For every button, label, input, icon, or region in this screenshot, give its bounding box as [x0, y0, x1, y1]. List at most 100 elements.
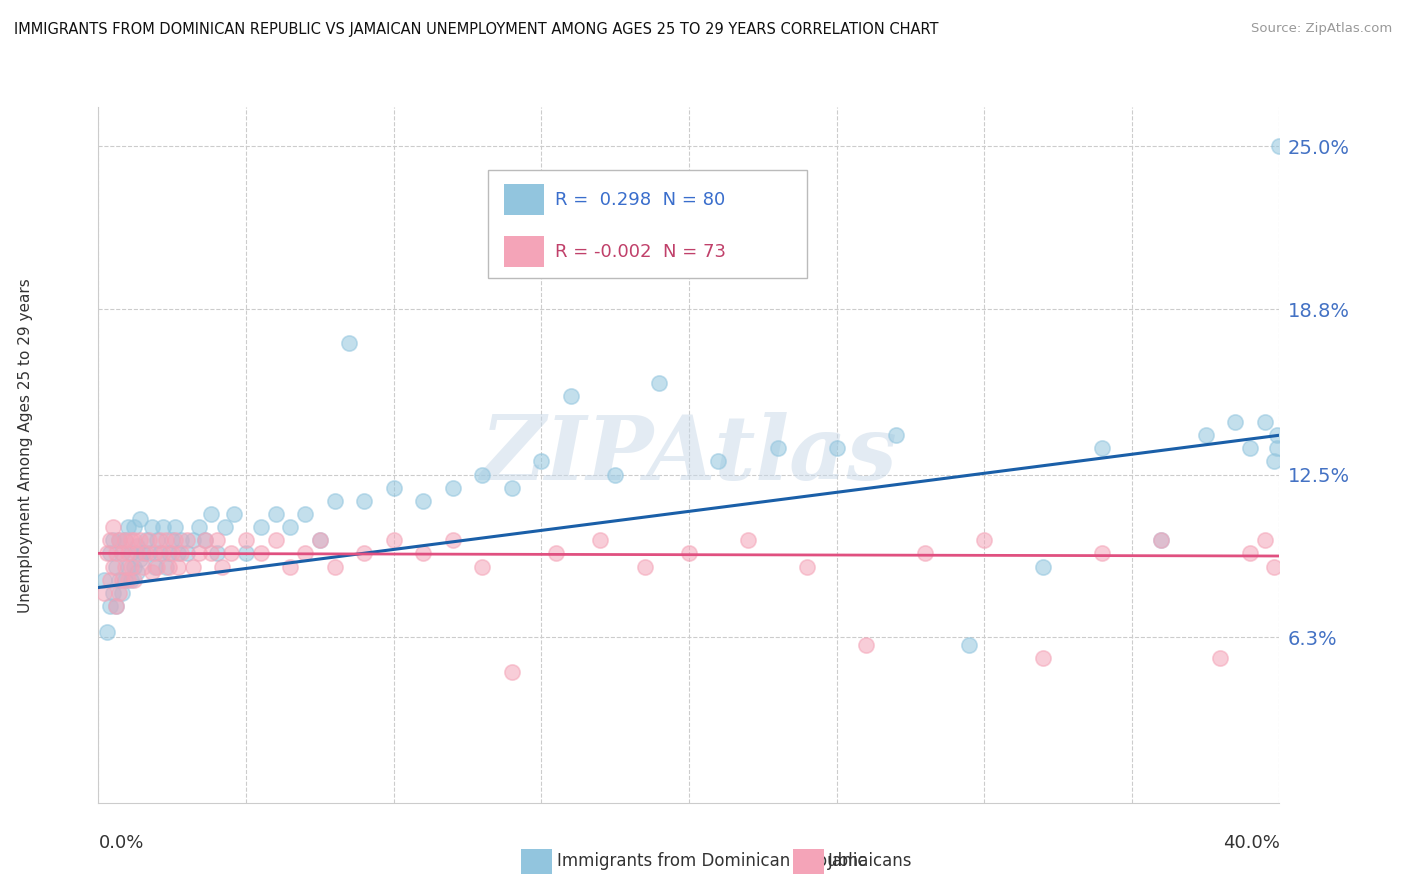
Point: [309, 533, 332, 548]
Point: [914, 546, 936, 560]
Point: [441, 533, 464, 548]
Point: [1254, 533, 1277, 548]
Point: [339, 336, 360, 351]
Text: ZIPAtlas: ZIPAtlas: [481, 412, 897, 498]
Point: [152, 520, 174, 534]
Point: [1032, 651, 1054, 665]
Point: [114, 533, 136, 548]
Point: [323, 559, 346, 574]
Point: [211, 559, 233, 574]
Point: [194, 533, 217, 548]
Point: [959, 638, 981, 652]
Point: [200, 546, 222, 560]
Point: [111, 546, 134, 560]
Point: [141, 520, 163, 534]
Point: [353, 494, 375, 508]
Point: [114, 533, 136, 548]
Point: [132, 559, 155, 574]
Point: [181, 559, 204, 574]
Point: [825, 442, 848, 456]
Point: [105, 546, 128, 560]
Point: [108, 573, 131, 587]
Point: [122, 520, 145, 534]
Point: [96, 546, 118, 560]
Point: [165, 533, 187, 548]
Point: [205, 546, 228, 560]
Point: [678, 546, 700, 560]
Point: [114, 559, 136, 574]
Point: [1223, 415, 1246, 429]
Point: [530, 454, 553, 468]
Point: [633, 559, 655, 574]
Point: [1268, 139, 1291, 153]
Point: [120, 533, 142, 548]
Point: [162, 533, 183, 548]
Point: [1254, 415, 1277, 429]
Point: [143, 559, 166, 574]
Point: [412, 494, 434, 508]
Point: [96, 625, 118, 640]
Point: [128, 512, 150, 526]
Point: [135, 546, 157, 560]
Point: [1091, 442, 1114, 456]
Point: [737, 533, 759, 548]
Point: [146, 533, 169, 548]
Point: [128, 533, 150, 548]
Point: [1239, 442, 1261, 456]
Point: [103, 586, 125, 600]
FancyBboxPatch shape: [503, 185, 544, 215]
Point: [1265, 442, 1288, 456]
Point: [1239, 546, 1261, 560]
Point: [766, 442, 789, 456]
Point: [138, 533, 160, 548]
Point: [1265, 428, 1288, 442]
Point: [111, 573, 134, 587]
Point: [108, 533, 131, 548]
Point: [103, 533, 125, 548]
Point: [98, 573, 121, 587]
Point: [1032, 559, 1054, 574]
Point: [1195, 428, 1218, 442]
Point: [250, 546, 273, 560]
Point: [200, 507, 222, 521]
Point: [176, 546, 198, 560]
Point: [170, 533, 193, 548]
Point: [120, 559, 142, 574]
Point: [648, 376, 671, 390]
Point: [501, 481, 523, 495]
Point: [1150, 533, 1173, 548]
Text: Jamaicans: Jamaicans: [828, 852, 912, 871]
Point: [167, 546, 190, 560]
Point: [796, 559, 818, 574]
Point: [152, 546, 174, 560]
Point: [382, 533, 405, 548]
Point: [93, 573, 115, 587]
Point: [122, 533, 145, 548]
Point: [105, 599, 128, 613]
Point: [93, 586, 115, 600]
Point: [235, 533, 257, 548]
Point: [141, 565, 163, 579]
Point: [382, 481, 405, 495]
Point: [146, 559, 169, 574]
Point: [278, 520, 302, 534]
Point: [214, 520, 236, 534]
Text: Unemployment Among Ages 25 to 29 years: Unemployment Among Ages 25 to 29 years: [18, 278, 32, 614]
Point: [125, 546, 148, 560]
Point: [143, 546, 166, 560]
Point: [707, 454, 730, 468]
Point: [235, 546, 257, 560]
Point: [120, 546, 142, 560]
Point: [128, 551, 150, 566]
Point: [108, 533, 131, 548]
Point: [471, 559, 494, 574]
Point: [103, 559, 125, 574]
Text: R = -0.002  N = 73: R = -0.002 N = 73: [555, 243, 727, 260]
Point: [471, 467, 494, 482]
Point: [441, 481, 464, 495]
Point: [353, 546, 375, 560]
Point: [157, 546, 180, 560]
Point: [105, 599, 128, 613]
FancyBboxPatch shape: [503, 236, 544, 267]
Point: [105, 559, 128, 574]
